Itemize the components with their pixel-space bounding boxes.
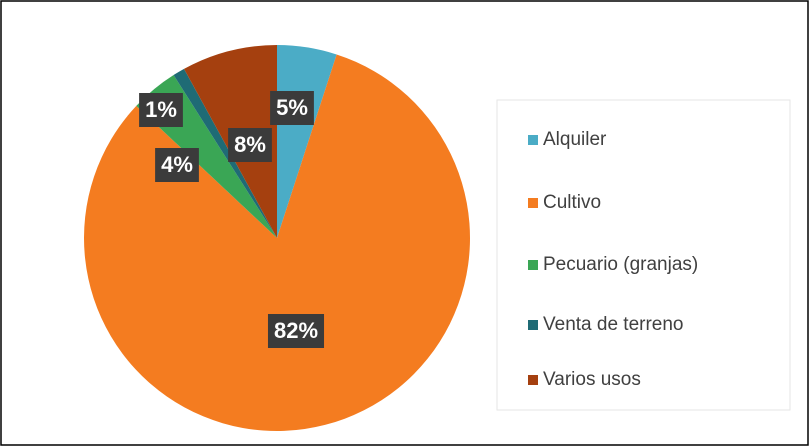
data-label-bg: [270, 91, 314, 125]
data-label: 8%: [234, 132, 266, 157]
legend-swatch: [528, 260, 538, 270]
data-label: 4%: [161, 152, 193, 177]
legend-swatch: [528, 198, 538, 208]
data-label-bg: [267, 314, 325, 348]
legend-box: [496, 99, 791, 411]
legend-swatch: [528, 320, 538, 330]
legend-label: Varios usos: [543, 369, 641, 390]
data-label: 1%: [145, 97, 177, 122]
data-label-bg: [139, 93, 183, 127]
data-label-bg: [155, 148, 199, 182]
legend-label: Cultivo: [543, 192, 601, 213]
data-label-bg: [228, 128, 272, 162]
pie-slice: [173, 68, 277, 239]
legend-label: Pecuario (granjas): [543, 254, 698, 275]
legend-swatch: [528, 375, 538, 385]
data-label: 5%: [276, 95, 308, 120]
legend-swatch: [528, 135, 538, 145]
legend-label: Alquiler: [543, 129, 607, 150]
legend-label: Venta de terreno: [543, 314, 684, 335]
data-label: 82%: [274, 318, 318, 343]
